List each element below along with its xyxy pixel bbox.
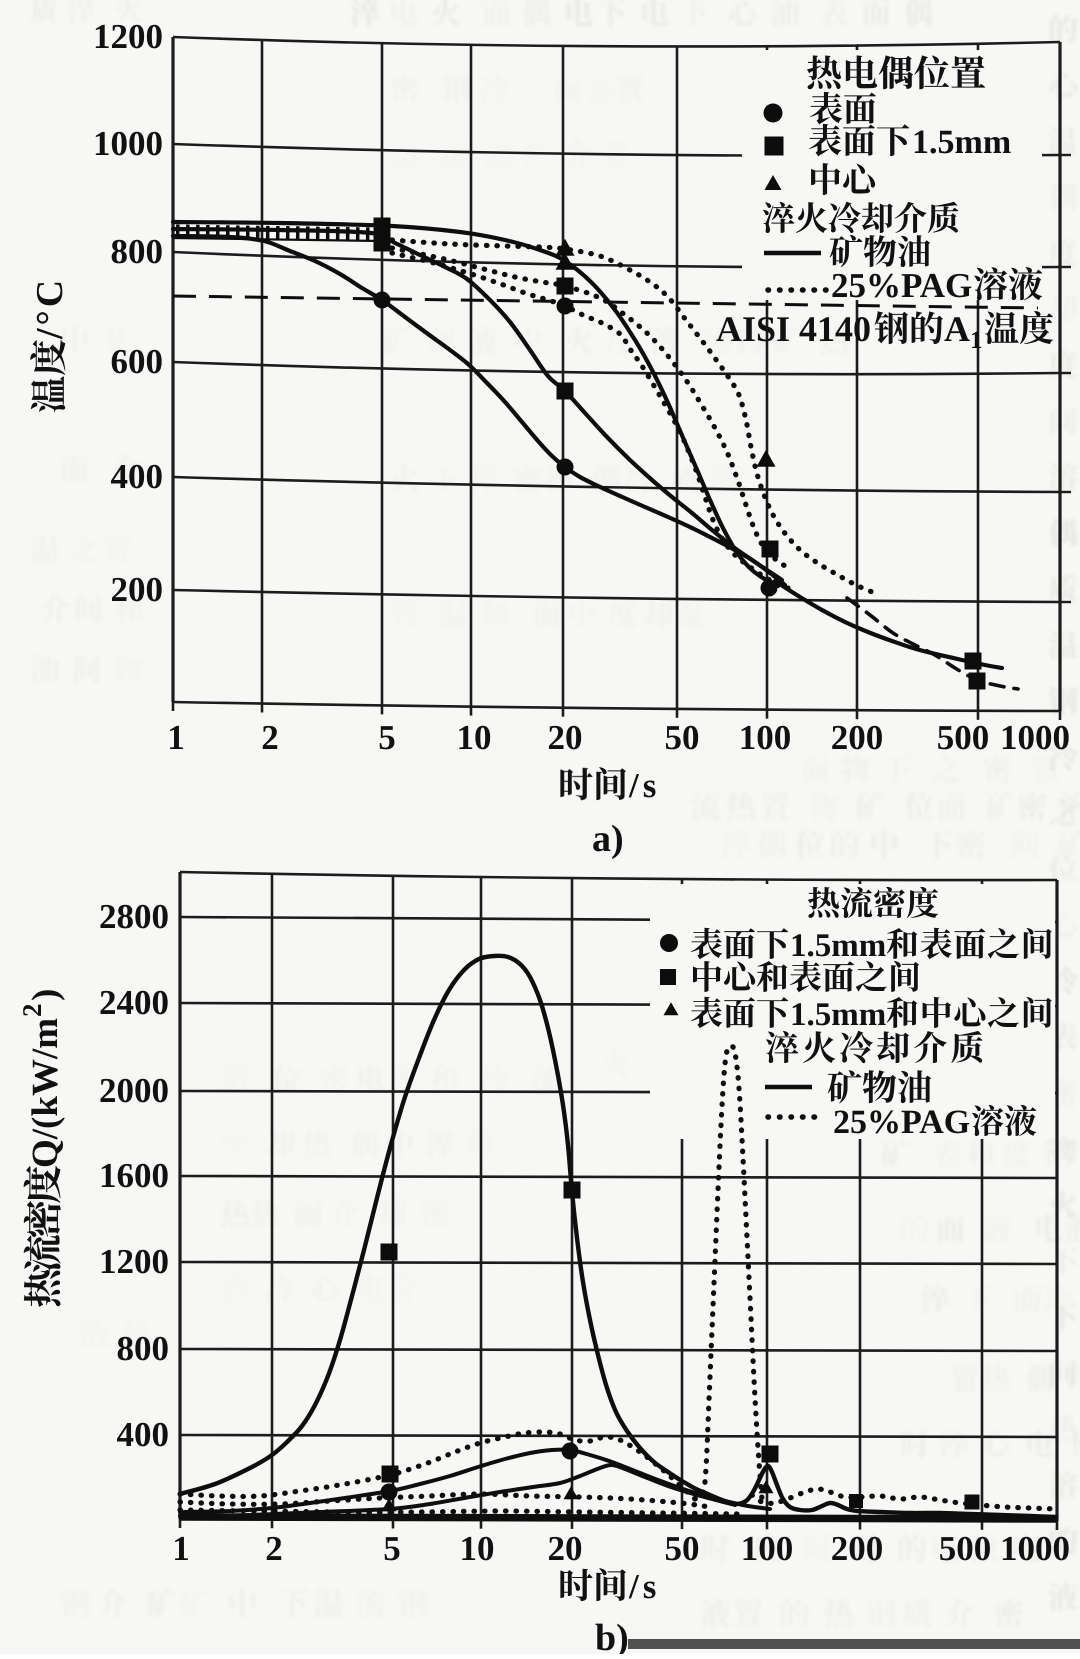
svg-text:): ): [25, 989, 66, 1001]
svg-text:a): a): [592, 818, 624, 860]
svg-text:25%PAG: 25%PAG: [831, 266, 972, 305]
svg-text:1.5mm: 1.5mm: [912, 124, 1011, 161]
svg-text:A: A: [944, 309, 970, 349]
svg-text:1000: 1000: [1000, 1529, 1070, 1568]
svg-text:400: 400: [111, 457, 164, 496]
svg-text:1000: 1000: [1000, 718, 1070, 757]
svg-text:1: 1: [970, 327, 983, 354]
svg-text:100: 100: [739, 718, 792, 757]
svg-text:100: 100: [741, 1529, 794, 1568]
svg-text:200: 200: [111, 570, 164, 609]
svg-text:20: 20: [548, 1529, 583, 1568]
svg-text:1: 1: [172, 1529, 190, 1568]
svg-text:/s: /s: [628, 1567, 660, 1606]
svg-text:2800: 2800: [99, 897, 169, 936]
svg-text:10: 10: [457, 718, 492, 757]
svg-text:50: 50: [665, 718, 700, 757]
svg-text:2400: 2400: [99, 983, 169, 1022]
svg-text:2: 2: [261, 718, 279, 757]
svg-text:20: 20: [548, 718, 583, 757]
svg-text:200: 200: [831, 718, 884, 757]
svg-text:500: 500: [937, 718, 990, 757]
svg-text:b): b): [595, 1617, 629, 1654]
svg-text:50: 50: [665, 1529, 700, 1568]
svg-text:2: 2: [17, 1004, 47, 1018]
svg-text:5: 5: [378, 718, 396, 757]
svg-text:1.5mm: 1.5mm: [790, 928, 886, 964]
svg-text:/s: /s: [628, 766, 660, 805]
svg-text:500: 500: [939, 1529, 992, 1568]
svg-text:400: 400: [117, 1415, 170, 1454]
svg-text:5: 5: [383, 1529, 401, 1568]
svg-text:1200: 1200: [99, 1242, 169, 1281]
svg-text:25%PAG: 25%PAG: [833, 1104, 970, 1141]
svg-text:200: 200: [831, 1529, 884, 1568]
svg-text:1: 1: [167, 718, 185, 757]
svg-text:1.5mm: 1.5mm: [790, 997, 886, 1033]
svg-text:2: 2: [265, 1529, 283, 1568]
svg-text:1000: 1000: [93, 124, 163, 163]
svg-text:Q/(kW/m: Q/(kW/m: [25, 1018, 66, 1168]
svg-text:10: 10: [460, 1529, 495, 1568]
svg-text:2000: 2000: [99, 1071, 169, 1110]
svg-text:/°C: /°C: [29, 277, 71, 340]
svg-text:1200: 1200: [93, 17, 163, 56]
svg-text:1600: 1600: [99, 1156, 169, 1195]
svg-text:600: 600: [111, 342, 164, 381]
svg-text:800: 800: [111, 232, 164, 271]
svg-text:AISI 4140: AISI 4140: [716, 309, 871, 349]
svg-text:800: 800: [117, 1329, 170, 1368]
